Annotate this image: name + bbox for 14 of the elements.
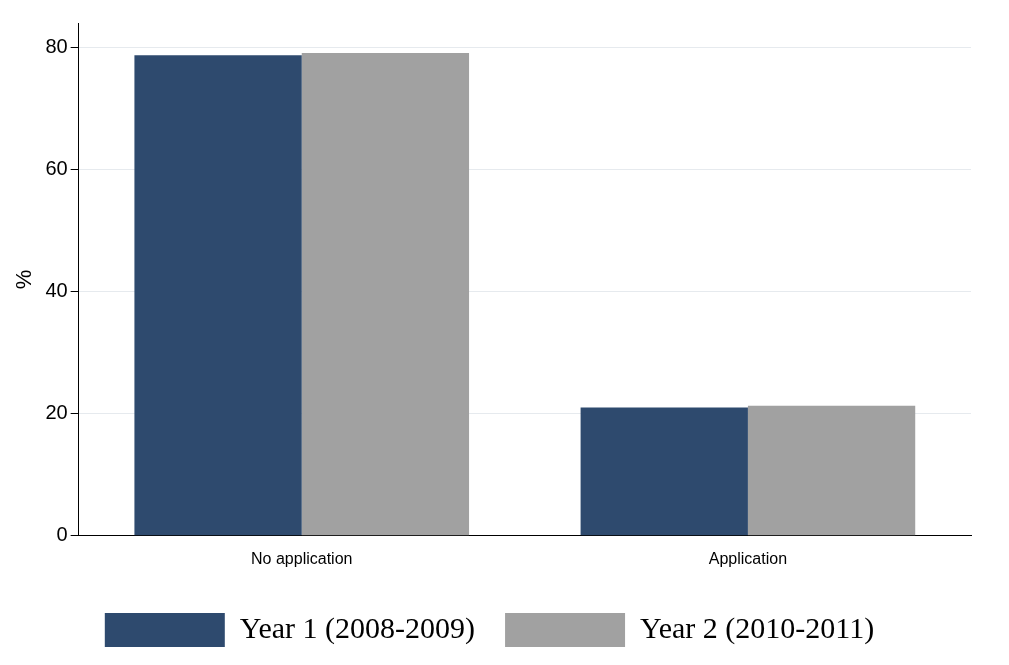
x-tick-label: No application <box>251 549 353 567</box>
y-tick-label: 80 <box>45 34 68 57</box>
bar <box>134 55 302 536</box>
bar <box>747 405 916 536</box>
bar <box>580 407 748 536</box>
y-tick-label: 0 <box>56 523 68 546</box>
x-tick-label: Application <box>708 549 788 567</box>
y-axis-title: % <box>11 269 37 290</box>
legend-label: Year 1 (2008-2009) <box>239 610 476 645</box>
y-tick-label: 40 <box>45 279 68 302</box>
y-tick-label: 20 <box>45 401 68 424</box>
bar <box>301 52 470 536</box>
y-tick-label: 60 <box>45 157 68 180</box>
legend-label: Year 2 (2010-2011) <box>640 610 875 645</box>
